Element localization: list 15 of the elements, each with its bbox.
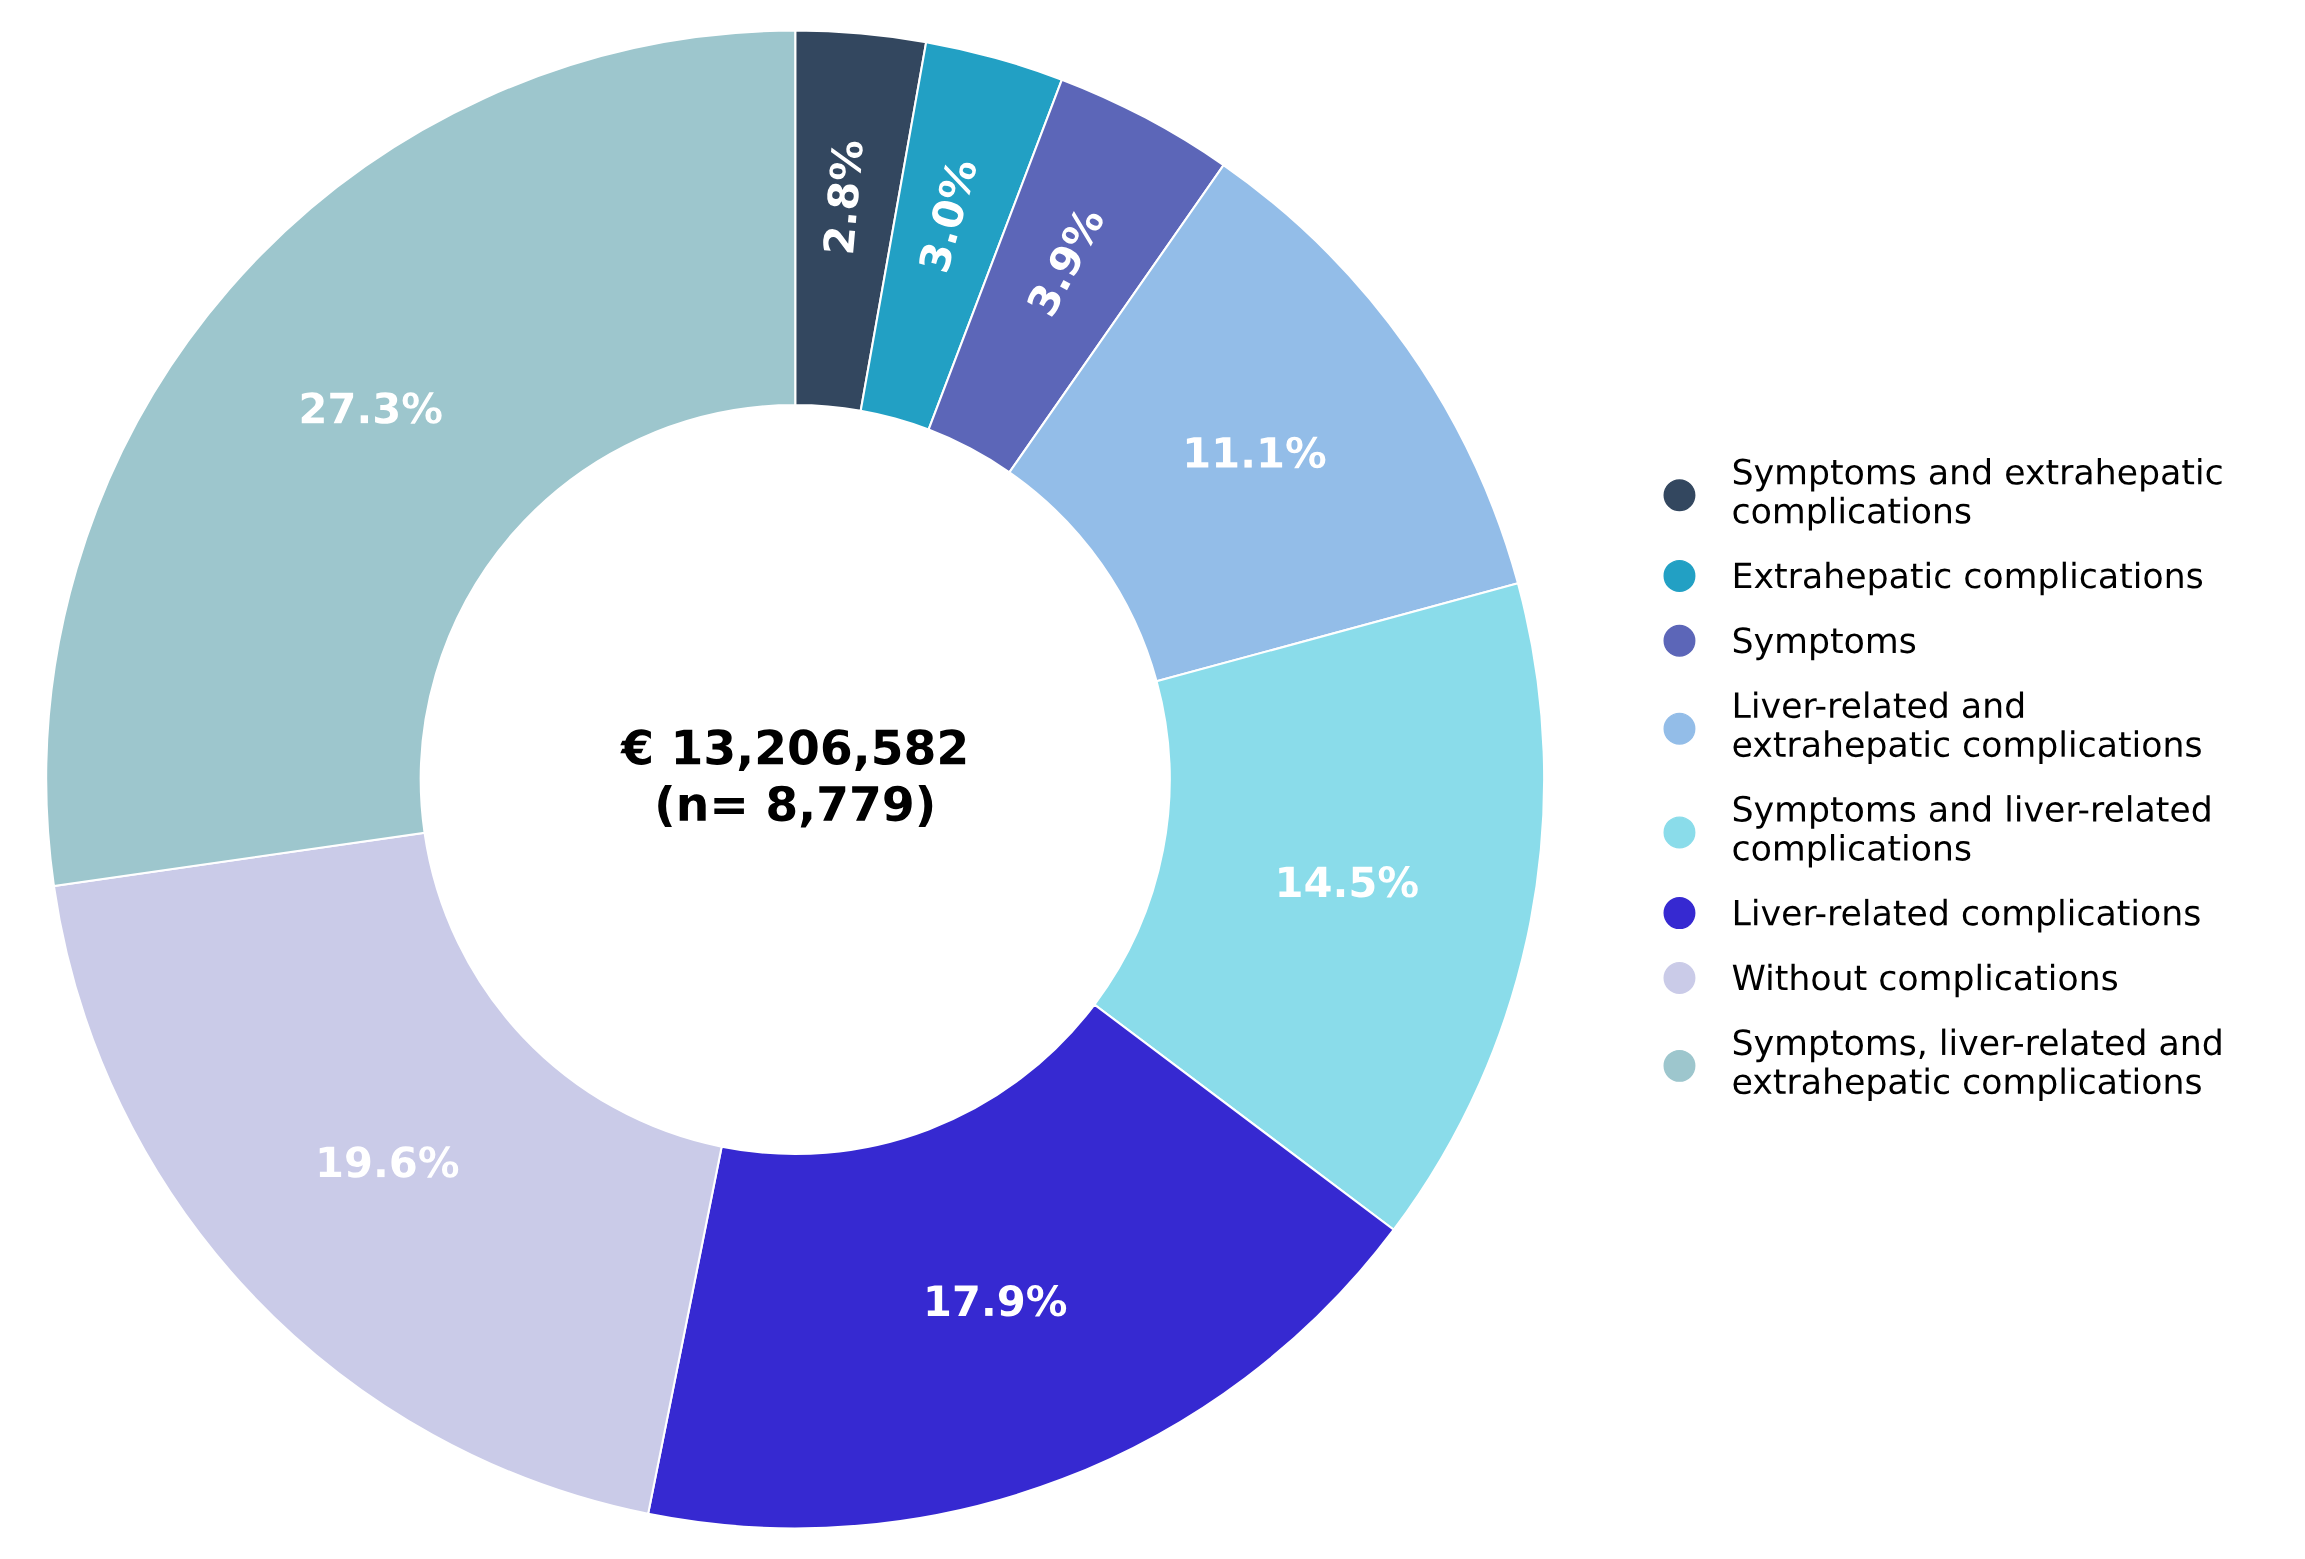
text: € 13,206,582 (n= 8,779) <box>620 729 966 828</box>
legend-label: Liver-related complications <box>1734 898 2200 933</box>
legend-label: Liver-related and extrahepatic complications <box>1733 691 2201 764</box>
data-label: 3.0% <box>917 156 978 273</box>
data-label: 11.1% <box>1186 436 1326 469</box>
legend-label: Symptoms and extrahepatic complications <box>1733 457 2222 531</box>
legend-label: Symptoms, liver-related and extrahepatic complications <box>1733 1028 2221 1102</box>
data-label: 2.8% <box>822 139 864 253</box>
data-label: 14.5% <box>1279 866 1418 898</box>
legend-label: Symptoms and liver-related complications <box>1733 795 2210 868</box>
legend-label: Without complications <box>1732 963 2118 998</box>
legend-label: Symptoms <box>1733 627 1916 661</box>
data-label: 27.3% <box>301 392 442 424</box>
data-label: 17.9% <box>927 1284 1067 1317</box>
legend-label: Extrahepatic complications <box>1734 561 2203 596</box>
